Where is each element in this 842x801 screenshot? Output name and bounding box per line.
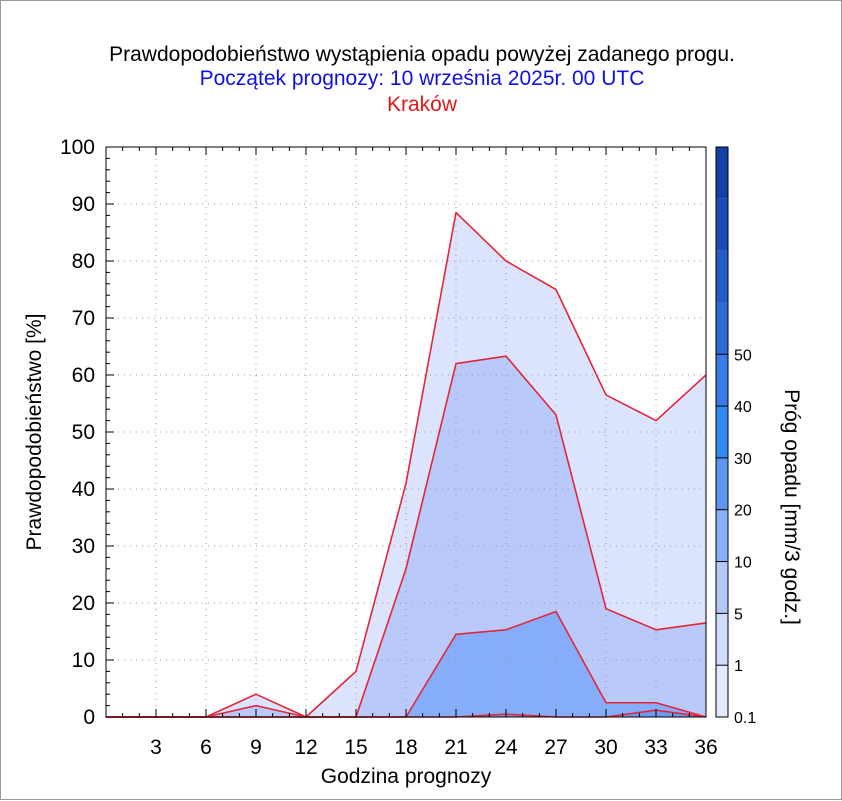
colorbar-segment — [716, 561, 728, 614]
x-tick-label: 18 — [394, 736, 417, 759]
colorbar-tick-label: 30 — [734, 451, 752, 468]
colorbar-segment — [716, 457, 728, 510]
chart-title: Prawdopodobieństwo wystąpienia opadu pow… — [109, 43, 735, 66]
probability-areas — [106, 212, 706, 718]
y-axis-label: Prawdopodobieństwo [%] — [23, 314, 46, 551]
colorbar-segment — [716, 406, 728, 458]
colorbar-tick-label: 0.1 — [734, 710, 756, 727]
x-tick-label: 3 — [150, 736, 162, 759]
colorbar-segment — [716, 250, 728, 303]
colorbar-tick-label: 20 — [734, 503, 752, 520]
x-tick-label: 33 — [644, 736, 667, 759]
grid-lines — [106, 147, 706, 717]
x-tick-label: 12 — [294, 736, 317, 759]
colorbar-segment — [716, 354, 728, 407]
chart-subtitle: Początek prognozy: 10 września 2025r. 00… — [199, 67, 645, 90]
x-tick-label: 30 — [594, 736, 617, 759]
x-tick-label: 9 — [250, 736, 262, 759]
chart-location: Kraków — [386, 93, 458, 116]
y-tick-label: 80 — [72, 250, 95, 273]
x-tick-label: 6 — [200, 736, 212, 759]
colorbar-tick-label: 1 — [734, 658, 743, 675]
colorbar-segment — [716, 198, 728, 251]
y-tick-label: 10 — [72, 649, 95, 672]
colorbar-tick-label: 5 — [734, 606, 743, 623]
y-tick-label: 60 — [72, 364, 95, 387]
y-tick-label: 70 — [72, 307, 95, 330]
x-axis-label: Godzina prognozy — [321, 765, 492, 788]
x-tick-label: 21 — [444, 736, 467, 759]
colorbar-segment — [716, 613, 728, 666]
colorbar-tick-label: 50 — [734, 347, 752, 364]
x-tick-label: 36 — [694, 736, 717, 759]
x-tick-label: 27 — [544, 736, 567, 759]
colorbar-tick-label: 10 — [734, 555, 752, 572]
area-threshold-10 — [106, 710, 706, 717]
y-tick-label: 100 — [60, 136, 95, 159]
y-tick-label: 90 — [72, 193, 95, 216]
axes: 3 6 9 12 15 18 21 24 27 30 33 360102030405060708090… — [60, 136, 718, 759]
area-threshold-5 — [106, 611, 706, 717]
colorbar-segment — [716, 147, 728, 199]
colorbar-segment — [716, 302, 728, 355]
y-tick-label: 30 — [72, 535, 95, 558]
y-tick-label: 20 — [72, 592, 95, 615]
y-tick-label: 0 — [83, 706, 95, 729]
y-tick-label: 40 — [72, 478, 95, 501]
colorbar-tick-label: 40 — [734, 399, 752, 416]
colorbar-segment — [716, 665, 728, 717]
colorbar-segment — [716, 509, 728, 562]
colorbar: 0.1 1 5 10 20 30 40 50 — [715, 146, 756, 727]
x-tick-label: 15 — [344, 736, 367, 759]
y-tick-label: 50 — [72, 421, 95, 444]
colorbar-label: Próg opadu [mm/3 godz.] — [780, 389, 803, 625]
x-tick-label: 24 — [494, 736, 518, 759]
